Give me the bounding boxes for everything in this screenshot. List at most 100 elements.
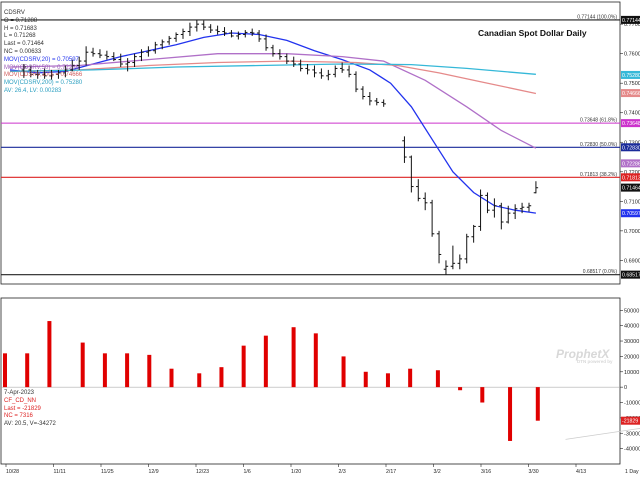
moving-average-line xyxy=(9,60,537,95)
positions-bar xyxy=(147,354,152,388)
ohlc-bar xyxy=(277,49,283,60)
last-readout: Last = 0.71464 xyxy=(4,41,44,48)
x-tick-label: 3/2 xyxy=(434,469,441,475)
price-tag-label: 0.70597 xyxy=(622,211,640,217)
ma200-legend: MOV(CDSRV,200) = 0.75280 xyxy=(4,80,83,87)
ohlc-bar xyxy=(83,46,89,66)
trend-arrow xyxy=(565,428,640,440)
positions-bar xyxy=(385,373,390,388)
price-tag xyxy=(621,173,640,182)
ohlc-bar xyxy=(250,28,255,36)
x-tick-label: 10/28 xyxy=(6,469,19,475)
positions-tag xyxy=(621,416,640,425)
ohlc-bar xyxy=(132,53,137,67)
x-tick-label: 11/25 xyxy=(101,469,114,475)
ohlc-bar xyxy=(215,25,220,35)
ohlc-bar xyxy=(360,86,366,100)
positions-bar xyxy=(263,335,268,388)
ohlc-bar xyxy=(146,46,151,57)
ohlc-bar xyxy=(485,192,490,214)
ohlc-bar xyxy=(402,136,407,163)
positions-panel-frame xyxy=(0,297,621,465)
price-tag xyxy=(621,159,640,168)
positions-bar xyxy=(408,368,413,388)
positions-bar xyxy=(47,321,52,388)
ohlc-bar xyxy=(222,27,227,36)
x-tick-label: 2/3 xyxy=(339,469,346,475)
moving-average-line xyxy=(9,32,536,214)
fib-level-label: 0.72830 (50.0%) xyxy=(580,142,617,148)
ohlc-bar xyxy=(367,92,373,106)
positions-bar xyxy=(363,371,368,388)
x-tick-label: 3/16 xyxy=(481,469,491,475)
ohlc-bar xyxy=(270,44,276,57)
ohlc-bar xyxy=(436,230,442,264)
positions-y-tick-label: 20000 xyxy=(624,354,639,360)
positions-tag-label: -21829 xyxy=(622,419,638,425)
ohlc-bar xyxy=(243,30,248,38)
price-tag-label: 0.72830 xyxy=(622,145,640,151)
ohlc-bar xyxy=(194,20,200,32)
ohlc-bar xyxy=(533,181,539,194)
ohlc-bar xyxy=(49,69,54,80)
positions-bar xyxy=(219,367,224,388)
low-readout: L = 0.71268 xyxy=(4,33,36,40)
x-tick-label: 3/30 xyxy=(529,469,539,475)
ohlc-bar xyxy=(77,56,82,70)
ohlc-bar xyxy=(42,68,47,79)
ohlc-bar xyxy=(118,53,123,67)
ohlc-bar xyxy=(346,65,352,78)
ohlc-bar xyxy=(28,65,33,78)
positions-bar xyxy=(125,353,130,388)
positions-y-tick-label: -40000 xyxy=(624,447,640,453)
ohlc-bar xyxy=(333,65,338,78)
net-positions-panel: 50000400003000020000100000-10000-20000-3… xyxy=(0,297,640,465)
positions-y-tick-label: 40000 xyxy=(624,324,639,330)
vol-nc-readout: NC = 7316 xyxy=(4,413,33,420)
ohlc-bar xyxy=(111,52,116,62)
x-tick-label: 11/11 xyxy=(54,469,66,475)
ma100-legend: MOV(CDSRV,100) = 0.74666 xyxy=(4,72,83,79)
x-tick-label: 1/6 xyxy=(244,469,251,475)
ohlc-bar xyxy=(201,20,206,31)
ohlc-bar xyxy=(492,198,497,218)
fib-level-label: 0.71813 (38.2%) xyxy=(580,172,617,178)
ohlc-bar xyxy=(478,189,483,231)
positions-bar xyxy=(3,353,7,388)
chart-title: Canadian Spot Dollar Daily xyxy=(478,28,587,38)
x-tick-label: 12/23 xyxy=(196,469,209,475)
price-tag xyxy=(621,209,640,218)
positions-y-tick-label: 50000 xyxy=(624,308,639,314)
positions-bar xyxy=(102,353,107,388)
x-tick-label: 2/17 xyxy=(386,469,396,475)
prophetx-watermark: ProphetX xyxy=(556,347,610,361)
ohlc-bar xyxy=(70,59,75,72)
positions-bar xyxy=(80,342,85,388)
ohlc-bar xyxy=(21,64,27,78)
ohlc-bar xyxy=(319,68,324,79)
positions-bar xyxy=(169,368,174,388)
ohlc-bar xyxy=(326,69,331,81)
price-tag xyxy=(621,89,640,98)
ohlc-bar xyxy=(180,28,186,39)
fib-level-label: 0.77144 (100.0%) xyxy=(577,14,617,20)
positions-bar xyxy=(435,370,440,388)
fib-level-label: 0.73648 (61.8%) xyxy=(580,118,617,124)
watermark-sub: DTN powered by xyxy=(577,359,613,364)
positions-bar xyxy=(291,327,296,388)
ohlc-bar xyxy=(339,62,345,73)
price-legend: CDSRV O = 0.71288 H = 0.71683 L = 0.7126… xyxy=(4,10,82,96)
ohlc-bar xyxy=(187,22,193,36)
ohlc-bar xyxy=(139,49,144,62)
ohlc-bar xyxy=(173,32,179,42)
positions-bar xyxy=(313,333,318,388)
positions-legend: 7-Apr-2023 CF_CD_NN Last = -21829 NC = 7… xyxy=(4,390,56,429)
x-axis-note: 1 Day xyxy=(625,469,639,475)
positions-y-tick-label: 0 xyxy=(624,385,627,391)
ohlc-bar xyxy=(256,30,262,42)
fib-level-label: 0.68517 (0.0%) xyxy=(583,269,618,275)
